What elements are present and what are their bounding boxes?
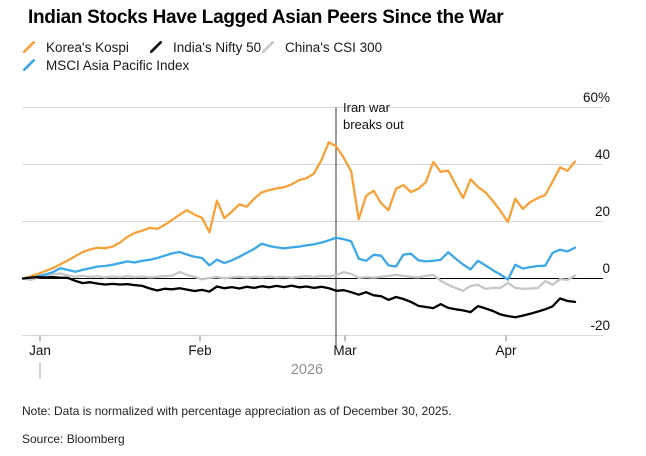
event-annotation: Iran war breaks out [343,100,404,133]
line-swatch-icon [23,59,35,71]
series-line-msci-asia-pacific-index [21,236,577,281]
legend-label: India's Nifty 50 [173,39,262,55]
legend-item-nifty: India's Nifty 50 [150,39,261,55]
series-line-india-s-nifty-50 [21,275,577,319]
source-line: Source: Bloomberg [22,432,125,446]
x-axis-label: Jan [29,343,51,358]
y-axis-label: 0 [602,261,610,276]
x-axis-label: Apr [495,343,517,358]
chart-title: Indian Stocks Have Lagged Asian Peers Si… [28,7,504,28]
legend-label: Korea's Kospi [46,39,129,55]
legend-item-kospi: Korea's Kospi [23,39,129,55]
legend-label: China's CSI 300 [285,39,383,55]
legend-item-msci: MSCI Asia Pacific Index [23,57,189,73]
y-axis-label: 20 [594,204,610,219]
x-axis-label: Feb [188,343,212,358]
legend-label: MSCI Asia Pacific Index [46,57,190,73]
x-axis-year-label: 2026 [290,362,324,378]
series-line-china-s-csi-300 [21,270,577,292]
line-swatch-icon [262,41,274,53]
y-axis-label: 60% [582,90,610,105]
legend-item-csi300: China's CSI 300 [262,39,382,55]
event-annotation-line1: Iran war [343,100,390,115]
y-axis-label: 40 [594,147,610,162]
line-swatch-icon [150,41,162,53]
footnote: Note: Data is normalized with percentage… [22,404,452,418]
line-swatch-icon [23,41,35,53]
x-axis-label: Mar [333,343,357,358]
event-annotation-line2: breaks out [343,116,404,132]
series-line-korea-s-kospi [21,141,577,280]
y-axis-label: -20 [590,318,610,333]
